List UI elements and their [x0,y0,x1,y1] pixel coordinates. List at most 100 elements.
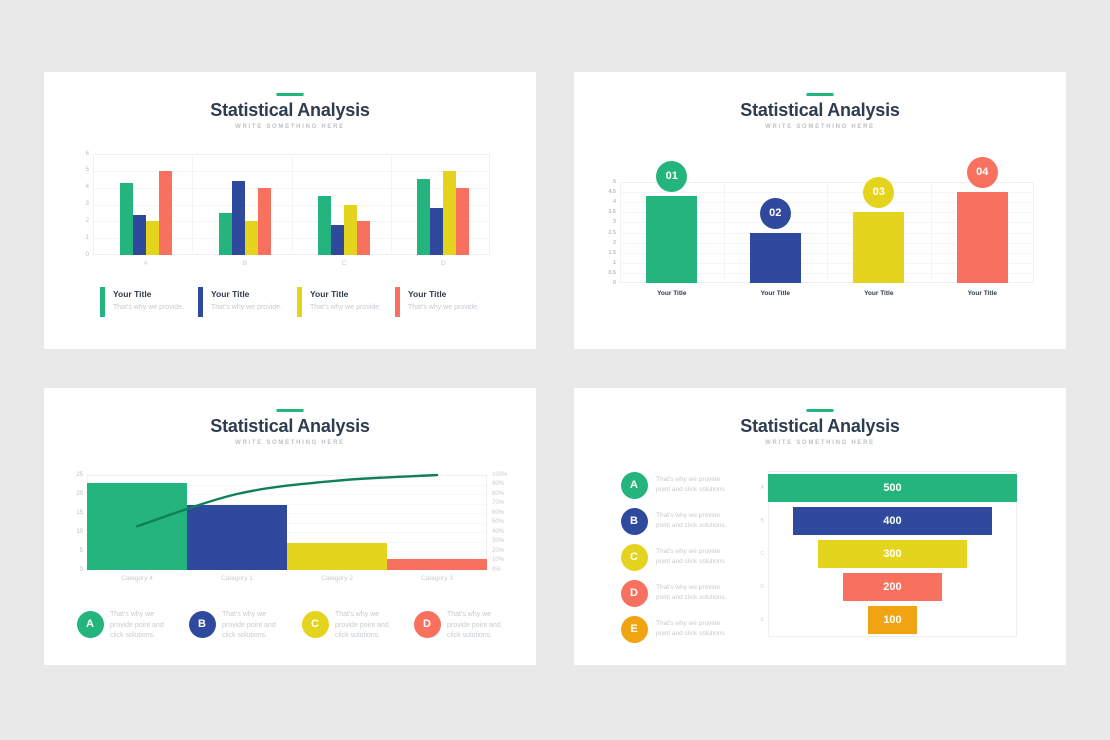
bar [417,179,431,255]
legend-desc: That's why we provide. [211,304,282,311]
legend-circle: B [188,610,216,638]
grid-line [291,154,293,255]
bar [158,170,172,255]
legend-text-line: click solutions. [222,632,268,639]
legend-circle: C [620,543,648,571]
y-tick-label-right: 50% [492,519,505,525]
y-tick-label: 3 [612,219,616,226]
title-accent-dash [276,409,304,412]
grid-line [87,494,487,495]
legend-text-line: That's why we provide [656,512,721,519]
legend-text: That's why we provide point and click sol… [656,511,756,531]
y-tick-label-right: 10% [492,557,505,563]
y-tick-label-right: 70% [492,500,505,506]
legend-text: That's why we provide point and click solu… [447,610,517,642]
bar [646,196,698,283]
y-tick-label: 6 [85,150,89,157]
x-tick-label: C [341,260,347,267]
row-label: C [760,551,764,557]
row-label: D [760,584,764,590]
grid-line [390,154,392,255]
grid-line [192,154,194,255]
legend-item: Your Title That's why we provide. [100,287,196,319]
legend-text: That's why we provide point and click solu… [335,610,405,642]
grid-line [827,182,828,283]
badge-circle: 04 [966,157,998,189]
bar [257,187,271,255]
legend-text-line: That's why we [447,611,492,618]
funnel-bar: 300 [817,540,968,568]
badge-circle: 01 [656,161,688,193]
funnel-bar: 200 [842,573,943,601]
y-tick-label-right: 40% [492,528,505,535]
y-tick-label: 0.5 [608,269,616,276]
row-label: E [760,617,764,623]
grid-line [87,503,487,505]
legend-title: Your Title [211,289,250,299]
x-tick-label: Your Title [657,290,687,297]
legend-text: That's why we provide point and click sol… [656,619,756,639]
y-tick-label-right: 20% [492,547,505,554]
title-accent-dash [276,93,304,96]
legend-circle: B [620,507,648,535]
grid-line [87,513,487,514]
legend-text-line: That's why we [110,611,155,618]
y-tick-label: 5 [612,179,616,185]
title-accent-dash [806,409,834,412]
legend-text-line: click solutions. [110,632,156,639]
bar [318,196,332,255]
legend-text-line: That's why we provide [656,620,721,627]
y-tick-label: 0 [612,280,616,286]
legend-circle: C [301,610,329,638]
y-tick-label-right: 80% [492,490,505,497]
slide-title: Statistical Analysis [210,100,370,120]
legend-text: That's why we provide point and click sol… [656,475,756,495]
badge-circle: 03 [863,177,895,209]
grid-line [930,182,932,283]
legend-text-line: point and click solutions. [656,630,727,637]
legend-text-line: click solutions. [335,632,381,639]
bar [218,212,232,255]
legend-circle: D [620,579,648,607]
y-tick-label: 4.5 [608,189,616,196]
y-tick-label-right: 0% [492,566,501,573]
x-tick-label: Your Title [967,290,997,297]
y-tick-label: 2.5 [608,229,616,236]
legend-text: That's why we provide point and click sol… [656,547,756,567]
slide-title: Statistical Analysis [740,100,900,120]
legend-circle: A [620,471,648,499]
legend-desc: That's why we provide. [408,304,479,311]
legend-swatch [297,287,302,317]
legend-text-line: point and click solutions. [656,558,727,565]
bar [119,182,133,255]
bar [430,207,444,255]
slide-title: Statistical Analysis [740,416,900,436]
y-tick-label: 5 [79,547,83,554]
title-accent-dash [806,93,834,96]
funnel-chart: A That's why we provide point and click so… [574,388,1066,665]
bar [357,221,371,255]
legend-text-line: provide point and [110,621,164,629]
legend-text-line: That's why we provide [656,476,721,483]
slide-subtitle: WRITE SOMETHING HERE [765,440,875,446]
slide-grouped-bar-chart: Statistical Analysis WRITE SOMETHING HER… [44,72,536,349]
row-label: A [760,485,764,491]
legend-text-line: That's why we provide [656,584,721,591]
legend-item: Your Title That's why we provide. [395,287,491,319]
slide-numbered-bar-chart: Statistical Analysis WRITE SOMETHING HER… [574,72,1066,349]
badge-circle: 02 [759,197,791,229]
legend-title: Your Title [310,289,349,299]
grid-line [87,532,487,533]
legend-swatch [198,287,203,317]
bar [456,187,470,255]
legend-swatch [100,287,105,317]
grouped-bar-chart: 0 1 2 3 4 5 6 A B C D Your Title That's why we provi… [44,72,536,349]
bar [749,232,801,283]
slide-funnel-chart: Statistical Analysis WRITE SOMETHING HER… [574,388,1066,665]
legend-text-line: provide point and [222,621,276,629]
bar [387,558,487,570]
bar [287,543,387,570]
y-tick-label: 1.5 [608,249,616,256]
x-tick-label: A [143,260,148,267]
y-tick-label: 2 [612,239,616,246]
